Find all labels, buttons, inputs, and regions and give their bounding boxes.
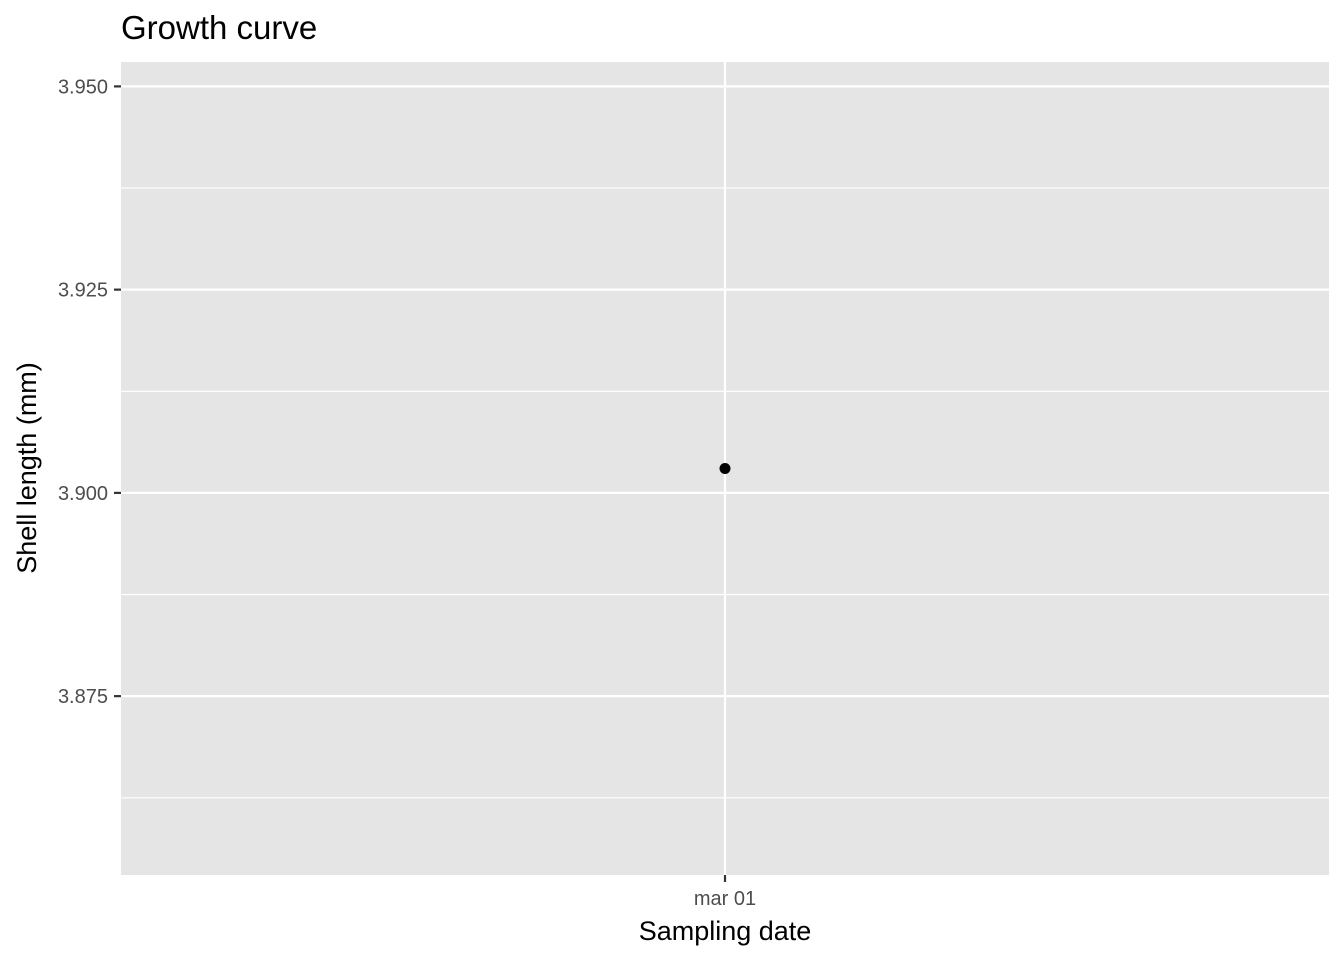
data-points — [719, 463, 731, 474]
chart-title: Growth curve — [121, 9, 317, 46]
major-gridlines — [121, 62, 1329, 875]
y-axis-title: Shell length (mm) — [12, 362, 42, 574]
x-tick-label: mar 01 — [694, 888, 756, 910]
y-tick-label: 3.875 — [58, 686, 108, 708]
y-tick-label: 3.950 — [58, 76, 108, 98]
data-point — [719, 463, 731, 474]
y-tick-label: 3.900 — [58, 483, 108, 505]
x-axis-title: Sampling date — [639, 916, 812, 946]
y-tick-label: 3.925 — [58, 280, 108, 302]
y-axis: 3.875 3.900 3.925 3.950 — [58, 76, 121, 708]
x-axis: mar 01 — [694, 875, 756, 910]
